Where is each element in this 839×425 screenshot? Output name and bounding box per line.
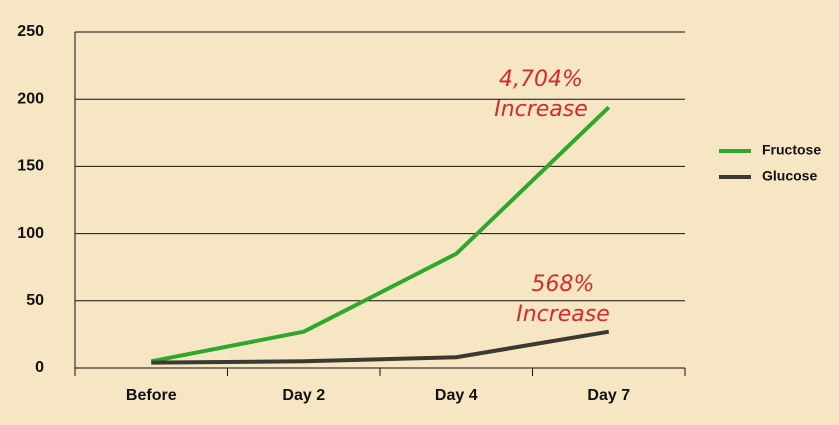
annotation: Increase	[516, 302, 610, 327]
legend-label: Fructose	[762, 142, 821, 158]
y-tick-label: 0	[35, 359, 44, 376]
x-tick-label: Day 4	[435, 387, 478, 404]
y-tick-label: 100	[17, 225, 44, 242]
x-tick-label: Day 7	[587, 387, 630, 404]
data-line	[150, 105, 611, 364]
y-tick-label: 200	[17, 90, 44, 107]
x-tick-label: Before	[126, 387, 177, 404]
annotation: 568%	[532, 272, 595, 297]
y-tick-label: 250	[17, 23, 44, 40]
legend-label: Glucose	[762, 168, 817, 184]
data-line	[151, 329, 610, 365]
annotation: 4,704%	[499, 67, 583, 92]
y-tick-label: 150	[17, 158, 44, 175]
annotation: Increase	[494, 97, 588, 122]
x-tick-label: Day 2	[282, 387, 325, 404]
y-tick-label: 50	[26, 292, 44, 309]
